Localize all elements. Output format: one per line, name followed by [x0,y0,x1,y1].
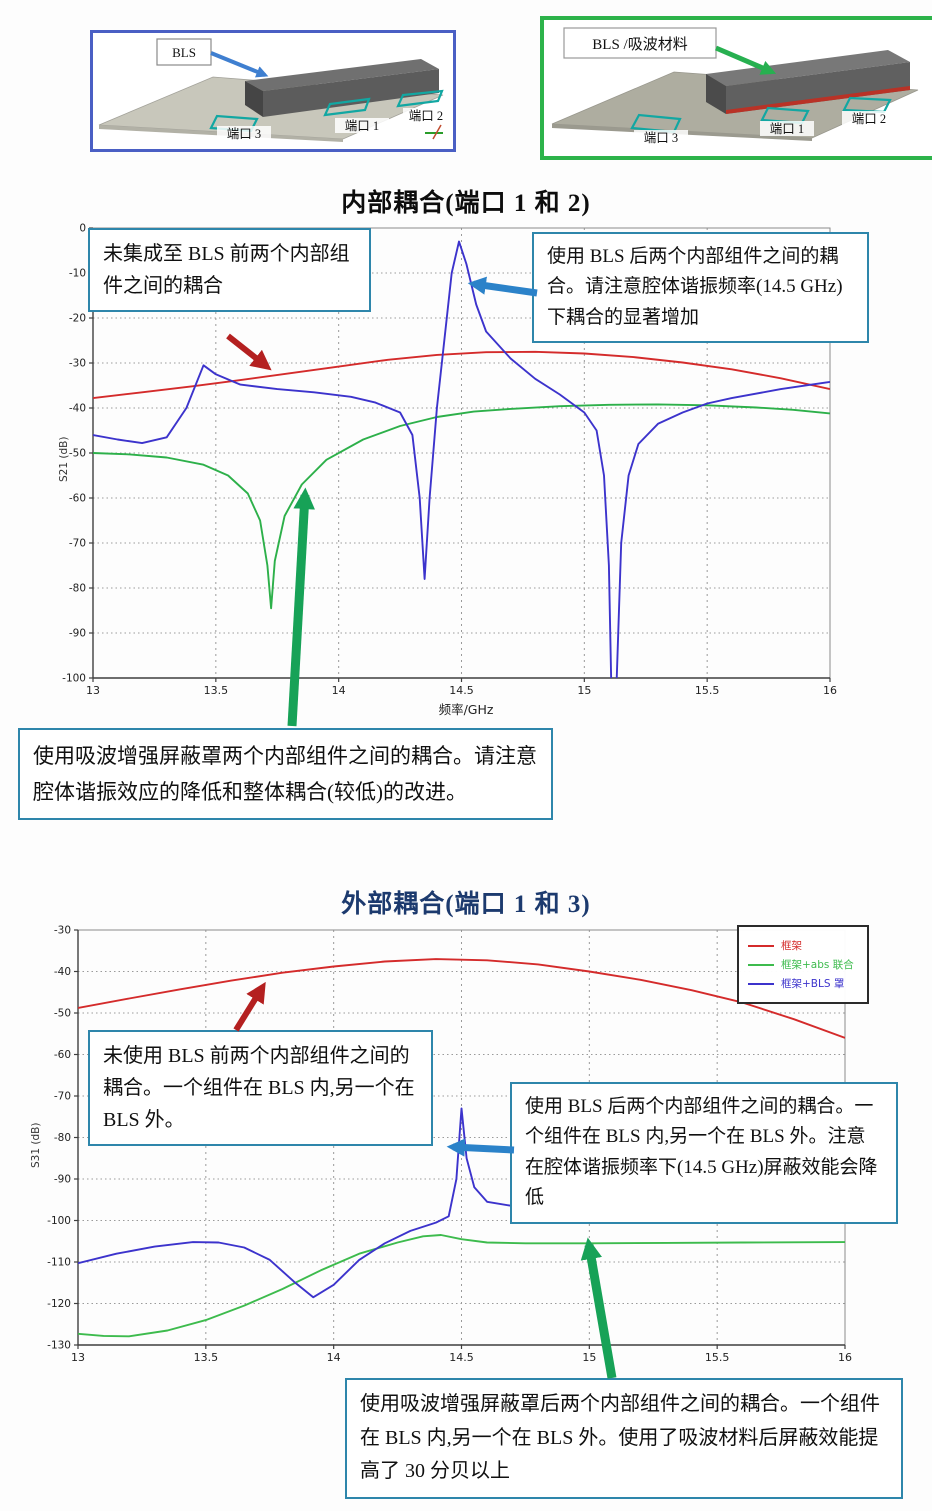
y-tick-label: -60 [54,1049,71,1061]
port2-label-bg [842,111,896,126]
y-tick-label: -40 [69,403,86,415]
y-tick-label: -100 [62,673,86,685]
bls-absorber-label: BLS /吸波材料 [592,36,687,53]
callout-after-bls: 使用 BLS 后两个内部组件之间的耦合。请注意腔体谐振频率(14.5 GHz)下… [532,232,869,344]
absorber-strip [726,86,910,114]
shield-top-face [706,50,910,86]
port2-frame [396,89,444,108]
port3-label-bg [217,126,271,141]
port2-label: 端口 2 [852,112,886,126]
y-tick-label: -80 [69,583,86,595]
external-coupling-chart: 13 13.5 14 14.5 15 15.5 16 -30 -40 -50 -60 -70 -80 -9… [47,925,852,1365]
chart2-y-axis-label: S31 (dB) [30,1122,42,1168]
x-tick-label: 14 [327,1351,341,1364]
port1-label: 端口 1 [345,119,379,133]
port2-label: 端口 2 [409,109,443,123]
chart2-legend: 框架 框架+abs 联合 框架+BLS 罩 [737,925,869,1004]
x-tick-label: 13 [71,1351,85,1364]
y-tick-label: -30 [69,358,86,370]
port1-frame [323,97,371,117]
legend-label: 框架+abs 联合 [781,959,854,971]
bls-label: BLS [172,45,196,60]
legend-item-frame-abs: 框架+abs 联合 [748,957,858,972]
callout-absorber-shield: 使用吸波增强屏蔽罩两个内部组件之间的耦合。请注意腔体谐振效应的降低和整体耦合(较… [18,728,553,821]
model-image-bls: BLS 端口 3 端口 1 端口 2 [90,30,456,152]
legend-item-frame-bls: 框架+BLS 罩 [748,976,858,991]
bls-label-box [156,38,212,66]
x-tick-label: 16 [823,684,837,697]
x-tick-label: 15.5 [705,1351,730,1364]
legend-label: 框架+BLS 罩 [781,978,845,990]
legend-swatch-red [748,944,774,947]
port1-label-bg [760,121,814,136]
legend-swatch-green [748,963,774,966]
x-tick-label: 15 [582,1351,596,1364]
callout-no-bls-external: 未使用 BLS 前两个内部组件之间的耦合。一个组件在 BLS 内,另一个在 BL… [88,1030,433,1146]
series-line-0 [93,350,830,400]
y-tick-label: -70 [69,538,86,550]
x-tick-label: 14.5 [449,1351,474,1364]
bls-absorber-label-box [563,27,717,59]
y-tick-label: -80 [54,1132,71,1144]
x-tick-label: 15 [577,684,591,697]
y-tick-label: -30 [54,925,71,937]
coordinate-axes-icon [425,124,443,140]
y-tick-label: -130 [47,1340,71,1352]
y-tick-label: -100 [47,1215,71,1227]
legend-swatch-blue [748,982,774,985]
y-tick-label: -110 [47,1257,71,1269]
x-tick-label: 13.5 [204,684,229,697]
callout-absorber-external: 使用吸波增强屏蔽罩后两个内部组件之间的耦合。一个组件在 BLS 内,另一个在 B… [345,1378,903,1499]
absorber-pointer-arrow-icon [715,45,777,75]
series-line-0 [78,958,845,1039]
y-tick-label: -70 [54,1091,71,1103]
shield-top-face [245,59,439,91]
y-tick-label: -90 [54,1174,71,1186]
port3-label: 端口 3 [227,127,261,141]
y-tick-label: -40 [54,966,71,978]
y-tick-label: -10 [69,268,86,280]
port3-label-bg [634,130,688,145]
port1-label: 端口 1 [770,122,804,136]
y-tick-label: -90 [69,628,86,640]
x-tick-label: 13.5 [194,1351,219,1364]
y-tick-label: -20 [69,313,86,325]
shield-front-face [263,69,439,117]
internal-coupling-chart: 13 13.5 14 14.5 15 15.5 16 0 -10 -20 -30 -40 -50 -60 -… [62,223,837,698]
bls-pointer-arrow-icon [210,51,269,78]
callout-before-bls: 未集成至 BLS 前两个内部组件之间的耦合 [88,228,371,312]
port2-label-bg [403,108,447,123]
x-tick-label: 14.5 [449,684,474,697]
y-tick-label: -120 [47,1298,71,1310]
x-tick-label: 15.5 [695,684,720,697]
y-tick-label: -60 [69,493,86,505]
legend-label: 框架 [781,940,802,952]
series-line-1 [93,403,830,610]
x-tick-label: 16 [838,1351,852,1364]
series-line-2 [93,240,830,678]
chart1-y-axis-label: S21 (dB) [58,436,70,482]
y-tick-label: -50 [54,1008,71,1020]
legend-item-frame: 框架 [748,938,858,953]
shield-front-face [726,62,910,114]
port1-label-bg [335,118,389,133]
chart1-title: 内部耦合(端口 1 和 2) [341,190,591,217]
shield-left-face [245,81,263,117]
chart1-x-axis-label: 频率/GHz [438,702,494,717]
model-image-bls-absorber: BLS /吸波材料 端口 3 端口 1 端口 2 [540,16,932,160]
shield-left-face [706,74,726,114]
y-tick-label: 0 [79,223,86,235]
port3-label: 端口 3 [644,131,678,145]
chart2-title: 外部耦合(端口 1 和 3) [341,891,591,918]
callout-with-bls-external: 使用 BLS 后两个内部组件之间的耦合。一个组件在 BLS 内,另一个在 BLS… [510,1082,898,1224]
x-tick-label: 13 [86,684,100,697]
model-drawing-bls: BLS 端口 3 端口 1 端口 2 [98,38,447,142]
x-tick-label: 14 [332,684,346,697]
y-tick-label: -50 [69,448,86,460]
model-drawing-bls-absorber: BLS /吸波材料 端口 3 端口 1 端口 2 [551,27,919,145]
